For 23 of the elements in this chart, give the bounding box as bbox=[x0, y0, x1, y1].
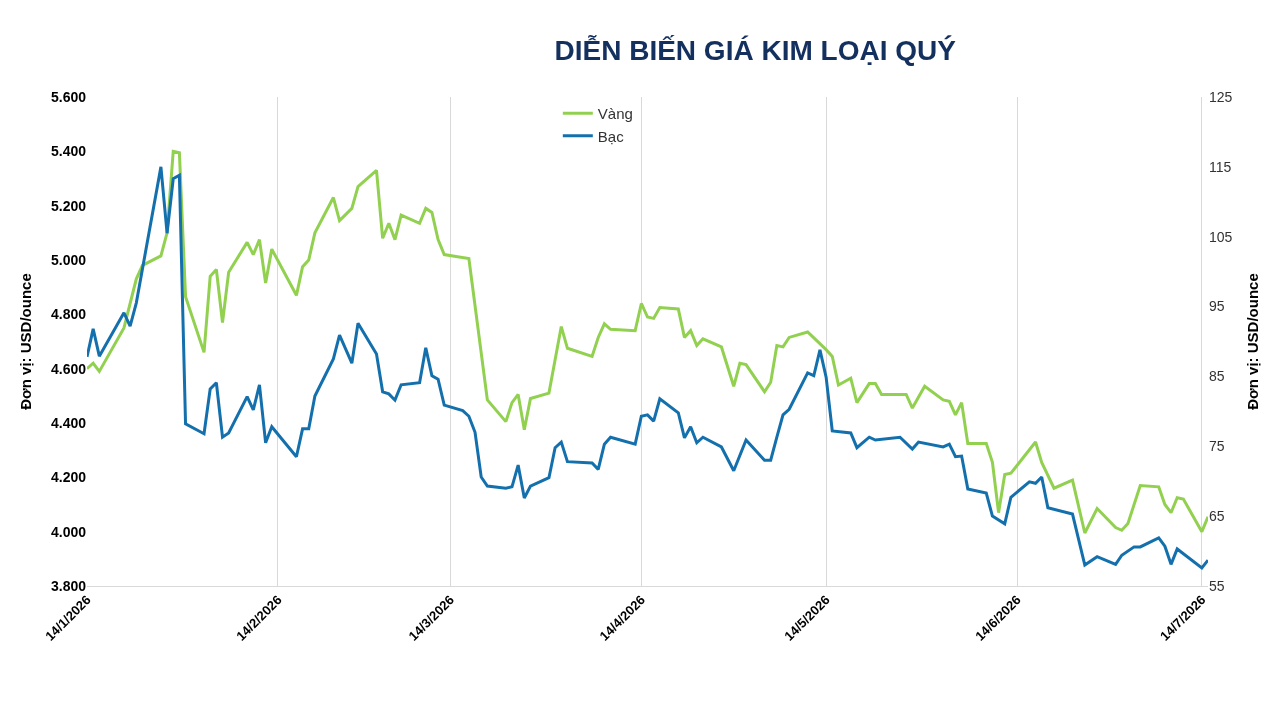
y2-tick-label: 95 bbox=[1209, 298, 1225, 315]
y-axis-title: Đơn vị: USD/ounce bbox=[17, 273, 35, 410]
chart-title: DIỄN BIẾN GIÁ KIM LOẠI QUÝ bbox=[554, 35, 957, 67]
legend-label: Vàng bbox=[597, 105, 633, 123]
y2-tick-label: 105 bbox=[1209, 228, 1233, 245]
y2-tick-label: 125 bbox=[1209, 88, 1233, 105]
y-tick-label: 3.800 bbox=[50, 577, 87, 594]
y2-tick-label: 65 bbox=[1209, 508, 1225, 525]
y2-tick-label: 85 bbox=[1209, 368, 1225, 385]
y2-axis-title: Đơn vị: USD/ounce bbox=[1243, 273, 1261, 410]
legend-label: Bạc bbox=[597, 127, 625, 145]
y-tick-label: 5.000 bbox=[50, 251, 87, 268]
y2-tick-label: 55 bbox=[1209, 577, 1225, 594]
y-tick-label: 5.400 bbox=[50, 143, 87, 160]
y-tick-label: 4.400 bbox=[50, 414, 87, 431]
y-tick-label: 5.200 bbox=[50, 197, 87, 214]
y-tick-label: 4.600 bbox=[50, 360, 87, 377]
y2-tick-label: 75 bbox=[1209, 438, 1225, 455]
y-tick-label: 4.800 bbox=[50, 306, 87, 323]
y-tick-label: 4.200 bbox=[50, 469, 87, 486]
y2-tick-label: 115 bbox=[1209, 158, 1232, 175]
y-tick-label: 5.600 bbox=[50, 88, 87, 105]
y-tick-label: 4.000 bbox=[50, 523, 87, 540]
